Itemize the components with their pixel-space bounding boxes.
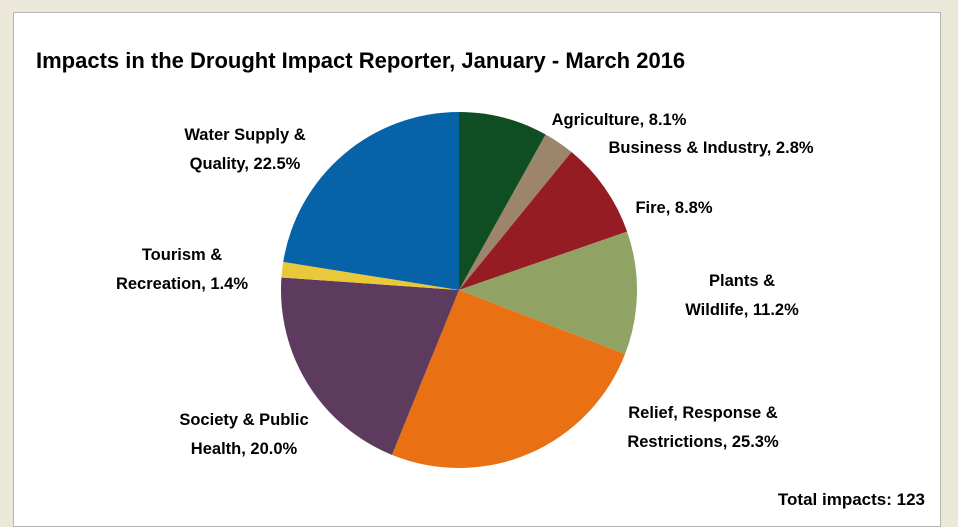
pie-slice bbox=[459, 112, 546, 290]
pie-slice bbox=[391, 290, 626, 468]
pie-slice bbox=[459, 152, 628, 290]
pie-slice bbox=[459, 134, 572, 290]
pie-slice bbox=[280, 277, 459, 455]
slice-label-line: Health, 20.0% bbox=[191, 440, 298, 458]
slice-label-line: Quality, 22.5% bbox=[190, 155, 301, 173]
total-impacts-label: Total impacts: 123 bbox=[778, 490, 925, 509]
slice-label-line: Relief, Response & bbox=[628, 404, 778, 422]
slice-label: Water Supply & Quality, 22.5% bbox=[184, 126, 305, 173]
slice-label-line: Water Supply & bbox=[184, 126, 305, 144]
slice-label-line: Fire, 8.8% bbox=[635, 199, 712, 217]
slice-label: Tourism & Recreation, 1.4% bbox=[116, 246, 248, 293]
pie-chart: Impacts in the Drought Impact Reporter, … bbox=[36, 48, 925, 509]
pie-slices bbox=[280, 112, 637, 468]
slice-label: Relief, Response & Restrictions, 25.3% bbox=[627, 404, 779, 451]
slice-label: Agriculture, 8.1% bbox=[552, 111, 687, 129]
slice-label: Business & Industry, 2.8% bbox=[608, 139, 813, 157]
chart-panel: Impacts in the Drought Impact Reporter, … bbox=[13, 12, 941, 527]
chart-title: Impacts in the Drought Impact Reporter, … bbox=[36, 48, 685, 73]
slice-label-line: Plants & bbox=[709, 272, 775, 290]
slice-label: Society & Public Health, 20.0% bbox=[179, 411, 308, 458]
slice-label: Plants & Wildlife, 11.2% bbox=[685, 272, 799, 319]
pie-slice bbox=[283, 112, 459, 290]
slice-labels: Agriculture, 8.1% Business & Industry, 2.… bbox=[116, 111, 814, 458]
slice-label-line: Recreation, 1.4% bbox=[116, 275, 248, 293]
slice-label: Fire, 8.8% bbox=[635, 199, 712, 217]
slice-label-line: Tourism & bbox=[142, 246, 222, 264]
slice-label-line: Agriculture, 8.1% bbox=[552, 111, 687, 129]
slice-label-line: Restrictions, 25.3% bbox=[627, 433, 779, 451]
pie-slice bbox=[281, 261, 459, 290]
slice-label-line: Wildlife, 11.2% bbox=[685, 301, 799, 319]
slice-label-line: Society & Public bbox=[179, 411, 308, 429]
slice-label-line: Business & Industry, 2.8% bbox=[608, 139, 813, 157]
pie-slice bbox=[459, 231, 637, 355]
